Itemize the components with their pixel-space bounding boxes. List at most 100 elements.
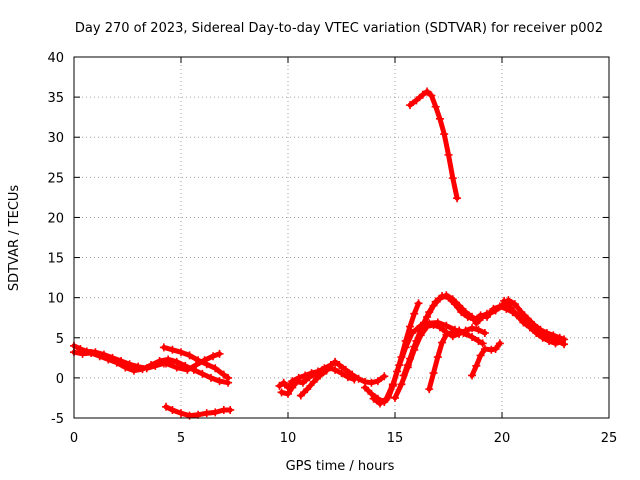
data-point	[410, 309, 419, 318]
data-point	[206, 373, 215, 382]
data-point	[121, 363, 130, 372]
data-point	[382, 394, 391, 403]
data-point	[414, 299, 423, 308]
data-point	[431, 102, 440, 111]
data-point	[519, 318, 528, 327]
data-point	[448, 295, 457, 304]
data-point	[448, 174, 457, 183]
data-point	[455, 326, 464, 335]
data-point	[224, 373, 233, 382]
data-point	[478, 339, 487, 348]
data-point	[159, 343, 168, 352]
x-tick-label: 0	[70, 431, 78, 446]
data-point	[557, 337, 566, 346]
data-point	[506, 303, 515, 312]
data-point	[177, 409, 185, 418]
data-point	[172, 363, 181, 372]
data-point	[405, 101, 414, 110]
y-tick-label: 15	[47, 252, 64, 267]
data-point	[322, 366, 331, 375]
data-point	[288, 383, 297, 392]
x-axis-label: GPS time / hours	[286, 459, 395, 474]
data-point	[343, 373, 352, 382]
data-point	[376, 399, 385, 408]
data-point	[427, 91, 436, 100]
x-tick-label: 15	[387, 431, 404, 446]
data-point	[335, 361, 344, 370]
chart-title: Day 270 of 2023, Sidereal Day-to-day VTE…	[75, 21, 603, 36]
data-point	[367, 378, 376, 387]
data-point	[429, 301, 438, 310]
x-tick-label: 10	[280, 431, 297, 446]
data-point	[331, 357, 340, 366]
data-point	[215, 349, 224, 358]
data-point	[309, 377, 318, 386]
data-point	[545, 336, 554, 345]
data-point	[444, 150, 453, 159]
grid	[74, 57, 609, 418]
data-point	[472, 361, 481, 370]
data-point	[226, 405, 235, 414]
data-point	[429, 320, 438, 329]
data-point	[495, 339, 504, 348]
data-point	[277, 388, 286, 397]
data-point	[399, 371, 408, 380]
data-point	[440, 130, 449, 139]
data-point	[412, 96, 421, 105]
data-point	[433, 353, 442, 362]
data-point	[219, 370, 228, 379]
data-point	[138, 365, 147, 374]
x-tick-label: 20	[494, 431, 511, 446]
series-layer	[70, 87, 569, 420]
data-point	[489, 304, 498, 313]
data-point	[491, 345, 500, 354]
data-point	[185, 351, 194, 360]
data-point	[168, 405, 177, 414]
data-point	[500, 296, 509, 305]
tick-labels: 0 5 10 15 20 25 -5 0 5 10 15 20 25 30 35 40	[47, 51, 617, 446]
data-point	[435, 114, 444, 123]
series-arc-2	[70, 348, 233, 387]
data-point	[275, 381, 284, 390]
data-point	[468, 324, 477, 333]
data-point	[361, 383, 370, 392]
data-point	[209, 352, 218, 361]
data-point	[395, 361, 404, 370]
series-arc-19	[468, 339, 504, 380]
data-point	[512, 311, 521, 320]
y-tick-label: 25	[47, 171, 64, 186]
series-arc-14	[425, 326, 470, 394]
data-point	[388, 380, 397, 389]
x-tick-label: 25	[601, 431, 618, 446]
data-point	[448, 328, 457, 337]
data-point	[292, 377, 301, 386]
data-point	[461, 308, 470, 317]
data-point	[350, 375, 359, 384]
series-arc-15	[405, 87, 462, 203]
data-point	[418, 90, 427, 99]
data-point	[78, 349, 87, 358]
data-point	[331, 365, 340, 374]
data-point	[177, 348, 185, 357]
data-point	[211, 408, 220, 417]
data-point	[483, 312, 492, 321]
x-tick-label: 5	[177, 431, 185, 446]
data-point	[198, 369, 207, 378]
data-point	[296, 391, 305, 400]
y-tick-label: 10	[47, 292, 64, 307]
data-point	[442, 291, 451, 300]
data-point	[476, 351, 485, 360]
data-point	[191, 361, 200, 370]
data-point	[408, 328, 417, 337]
data-point	[425, 385, 434, 394]
data-point	[551, 339, 560, 348]
y-tick-label: 30	[47, 131, 64, 146]
series-line	[426, 328, 469, 392]
data-point	[453, 194, 462, 203]
series-arc-13	[403, 291, 477, 370]
y-tick-label: 5	[56, 332, 64, 347]
data-point	[391, 393, 399, 402]
data-point	[129, 366, 138, 375]
y-tick-label: -5	[51, 412, 64, 427]
